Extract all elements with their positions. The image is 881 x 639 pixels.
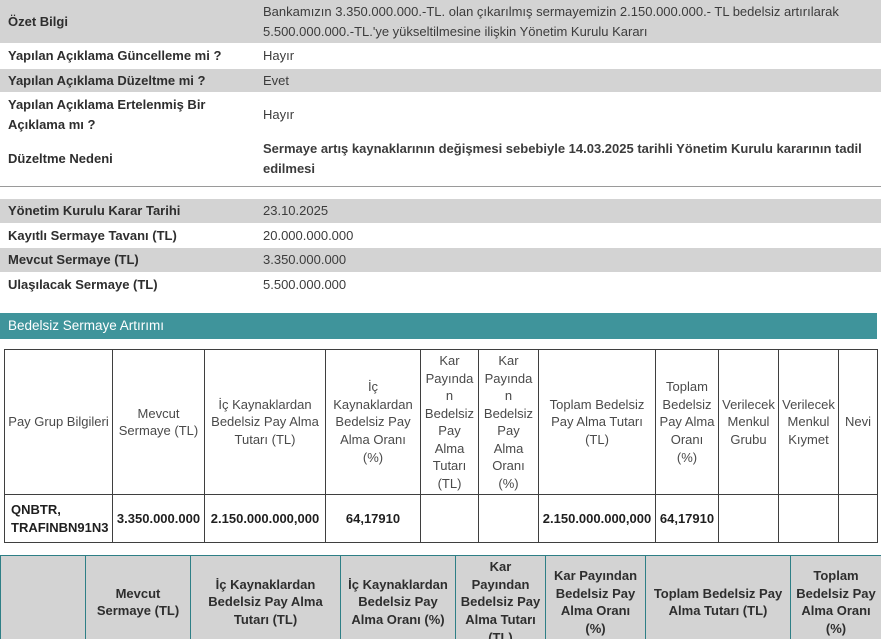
table-cell: 2.150.000.000,000 [204,494,326,544]
info-row-label: Yapılan Açıklama Düzeltme mi ? [8,72,206,88]
section-header-bedelsiz-sermaye-artirimi: Bedelsiz Sermaye Artırımı [0,313,877,339]
table-header-row: Mevcut Sermaye (TL) İç Kaynaklardan Bedel… [0,555,881,639]
capital-increase-totals-table: Mevcut Sermaye (TL) İç Kaynaklardan Bedel… [0,555,881,639]
table-header-cell: Kar Payından Bedelsiz Pay Alma Oranı (%) [478,348,539,496]
section-divider [0,186,881,187]
table-cell: 64,17910 [655,494,719,544]
table-cell [420,494,479,544]
table-cell [838,494,878,544]
table-cell: 2.150.000.000,000 [538,494,656,544]
table-header-cell: Mevcut Sermaye (TL) [85,555,191,639]
info-row-value: 5.500.000.000 [263,276,347,292]
capital-info-section: Yönetim Kurulu Karar Tarihi 23.10.2025 Kay… [0,199,881,296]
info-row-label: Yapılan Açıklama Güncelleme mi ? [8,48,222,63]
info-row-value: 20.000.000.000 [263,227,354,243]
table-header-cell: Kar Payından Bedelsiz Pay Alma Tutarı (T… [420,348,479,496]
info-row-value: 23.10.2025 [263,203,329,218]
info-row: Yapılan Açıklama Düzeltme mi ? Evet [0,68,881,92]
table-cell: 64,17910 [325,494,421,544]
table-cell: 3.350.000.000 [112,494,205,544]
table-header-cell: Toplam Bedelsiz Pay Alma Tutarı (TL) [645,555,791,639]
info-row-value: Sermaye artış kaynaklarının değişmesi se… [263,141,862,176]
info-row: Özet Bilgi Bankamızın 3.350.000.000.-TL. … [0,0,881,43]
table-header-row: Pay Grup Bilgileri Mevcut Sermaye (TL) İç … [4,348,878,496]
info-row-label: Yapılan Açıklama Ertelenmiş Bir Açıklama… [8,97,206,132]
table-header-cell: İç Kaynaklardan Bedelsiz Pay Alma Oranı … [325,348,421,496]
table-cell [718,494,779,544]
table-header-cell: Kar Payından Bedelsiz Pay Alma Oranı (%) [545,555,646,639]
info-row-label: Özet Bilgi [8,13,68,29]
info-row-value: Evet [263,72,290,88]
table-header-cell: Pay Grup Bilgileri [4,348,113,496]
table-header-cell: İç Kaynaklardan Bedelsiz Pay Alma Tutarı… [204,348,326,496]
info-row-label: Mevcut Sermaye (TL) [8,252,139,267]
info-row-label: Düzeltme Nedeni [8,150,113,166]
table-cell: QNBTR, TRAFINBN91N3 [4,494,113,544]
info-row-label: Yönetim Kurulu Karar Tarihi [8,203,181,218]
info-row: Yapılan Açıklama Güncelleme mi ? Hayır [0,44,881,68]
table-header-cell: Mevcut Sermaye (TL) [112,348,205,496]
info-row-value: Hayır [263,106,295,122]
table-cell [778,494,839,544]
table-header-cell: Toplam Bedelsiz Pay Alma Tutarı (TL) [538,348,656,496]
table-header-cell: Verilecek Menkul Kıymet [778,348,839,496]
info-row: Yönetim Kurulu Karar Tarihi 23.10.2025 [0,199,881,223]
info-row: Ulaşılacak Sermaye (TL) 5.500.000.000 [0,273,881,297]
table-header-cell [0,555,86,639]
table-header-cell: Nevi [838,348,878,496]
info-row-label: Ulaşılacak Sermaye (TL) [8,276,158,292]
info-row: Düzeltme Nedeni Sermaye artış kaynakların… [0,137,881,180]
info-row-value: 3.350.000.000 [263,252,347,267]
table-header-cell: Kar Payından Bedelsiz Pay Alma Tutarı (T… [455,555,546,639]
table-header-cell: Toplam Bedelsiz Pay Alma Oranı (%) [655,348,719,496]
info-row-label: Kayıtlı Sermaye Tavanı (TL) [8,227,177,243]
info-row: Mevcut Sermaye (TL) 3.350.000.000 [0,248,881,272]
table-cell [478,494,539,544]
table-header-cell: İç Kaynaklardan Bedelsiz Pay Alma Tutarı… [190,555,341,639]
info-row: Yapılan Açıklama Ertelenmiş Bir Açıklama… [0,93,881,136]
summary-info-section: Özet Bilgi Bankamızın 3.350.000.000.-TL. … [0,0,881,180]
table-header-cell: İç Kaynaklardan Bedelsiz Pay Alma Oranı … [340,555,456,639]
capital-increase-table: Pay Grup Bilgileri Mevcut Sermaye (TL) İç … [4,348,878,544]
table-row: QNBTR, TRAFINBN91N3 3.350.000.000 2.150.00… [4,494,878,544]
info-row-value: Bankamızın 3.350.000.000.-TL. olan çıkar… [263,4,839,39]
table-header-cell: Verilecek Menkul Grubu [718,348,779,496]
info-row-value: Hayır [263,48,295,63]
table-header-cell: Toplam Bedelsiz Pay Alma Oranı (%) [790,555,881,639]
info-row: Kayıtlı Sermaye Tavanı (TL) 20.000.000.00… [0,224,881,248]
